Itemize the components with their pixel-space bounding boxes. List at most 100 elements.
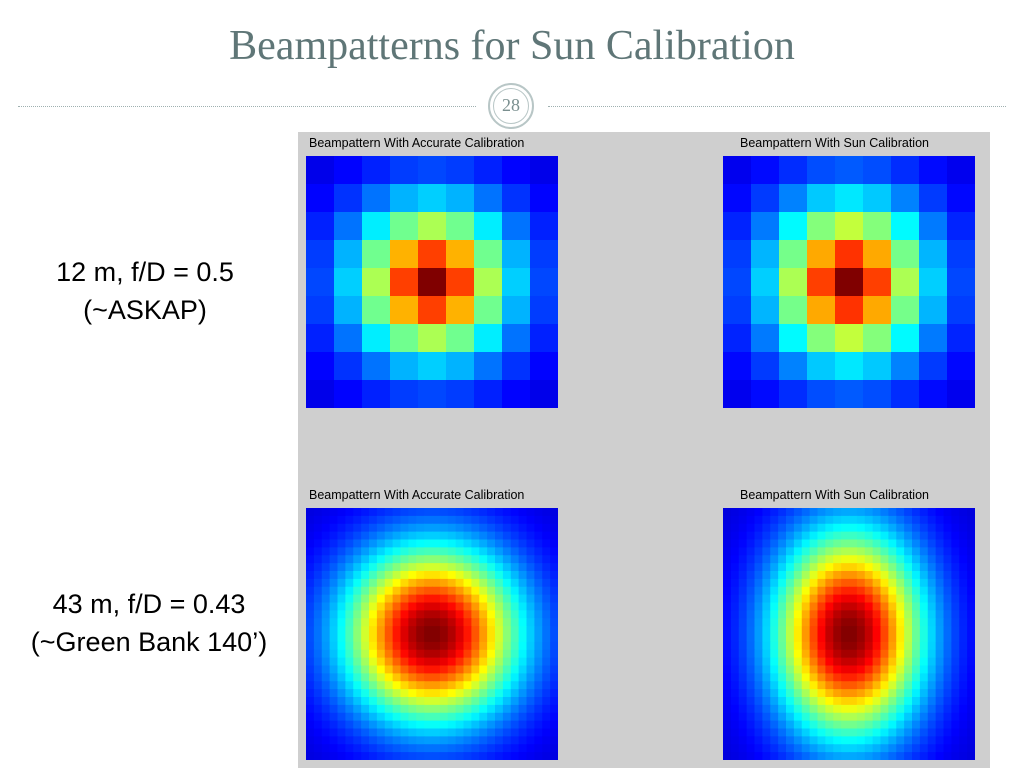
heatmap-cell	[474, 296, 503, 325]
heatmap-cell	[779, 240, 808, 269]
heatmap-cell	[424, 594, 433, 604]
heatmap-cell	[825, 618, 834, 627]
heatmap-cell	[534, 752, 543, 760]
heatmap-cell	[361, 744, 370, 753]
heatmap-cell	[833, 571, 842, 580]
heatmap-cell	[495, 578, 504, 588]
heatmap-cell	[935, 665, 945, 674]
heatmap-cell	[495, 634, 504, 643]
heatmap-cell	[526, 649, 535, 659]
heatmap-cell	[730, 657, 740, 667]
heatmap-cell	[807, 240, 836, 269]
heatmap-cell	[770, 752, 779, 760]
heatmap-cell	[455, 665, 465, 674]
heatmap-cell	[935, 594, 945, 604]
heatmap-cell	[723, 594, 732, 604]
heatmap-cell	[856, 689, 866, 698]
heatmap-cell	[321, 744, 331, 753]
heatmap-cell	[474, 156, 503, 185]
heatmap-cell	[762, 649, 771, 659]
heatmap-cell	[778, 602, 787, 611]
heatmap-cell	[353, 704, 362, 714]
heatmap-cell	[487, 626, 496, 635]
heatmap-cell	[723, 665, 732, 674]
heatmap-cell	[353, 736, 362, 745]
heatmap-cell	[762, 602, 771, 611]
heatmap-cell	[479, 602, 488, 611]
heatmap-cell	[392, 531, 402, 541]
heatmap-cell	[746, 720, 756, 730]
heatmap-cell	[880, 697, 889, 706]
heatmap-cell	[723, 324, 752, 353]
heatmap-cell	[439, 736, 449, 745]
heatmap-cell	[833, 578, 842, 588]
heatmap-cell	[888, 752, 897, 760]
heatmap-cell	[471, 697, 480, 706]
heatmap-cell	[550, 547, 558, 556]
heatmap-cell	[424, 523, 433, 533]
heatmap-cell	[746, 523, 756, 533]
heatmap-cell	[927, 571, 937, 580]
heatmap-cell	[746, 539, 756, 548]
heatmap-cell	[864, 712, 874, 722]
heatmap-cell	[927, 689, 937, 698]
heatmap-cell	[542, 728, 551, 737]
heatmap-cell	[770, 508, 779, 517]
heatmap-cell	[329, 649, 339, 659]
heatmap-cell	[833, 515, 842, 525]
heatmap-cell	[384, 523, 394, 533]
heatmap-cell	[502, 296, 531, 325]
heatmap-cell	[959, 531, 968, 541]
heatmap-cell	[770, 626, 779, 635]
heatmap-cell	[306, 626, 315, 635]
heatmap-cell	[863, 156, 892, 185]
heatmap-cell	[786, 720, 795, 730]
heatmap-cell	[526, 626, 535, 635]
heatmap-cell	[455, 697, 465, 706]
heatmap-cell	[353, 539, 362, 548]
heatmap-cell	[919, 641, 929, 651]
heatmap-cell	[801, 626, 811, 635]
heatmap-cell	[337, 689, 346, 698]
heatmap-cell	[738, 657, 748, 667]
heatmap-cell	[947, 268, 975, 297]
heatmap-cell	[384, 578, 394, 588]
heatmap-cell	[746, 555, 756, 564]
heatmap-cell	[919, 752, 929, 760]
heatmap-cell	[337, 681, 346, 690]
heatmap-cell	[376, 555, 386, 564]
heatmap-cell	[738, 649, 748, 659]
heatmap-cell	[542, 720, 551, 730]
heatmap-cell	[474, 324, 503, 353]
heatmap-cell	[306, 712, 315, 722]
heatmap-cell	[738, 610, 748, 619]
heatmap-cell	[723, 268, 752, 297]
heatmap-cell	[880, 665, 889, 674]
heatmap-cell	[518, 563, 528, 572]
heatmap-cell	[447, 665, 457, 674]
heatmap-cell	[833, 618, 842, 627]
heatmap-cell	[424, 586, 433, 596]
heatmap-cell	[329, 610, 339, 619]
heatmap-cell	[432, 539, 441, 548]
heatmap-cell	[542, 752, 551, 760]
heatmap-cell	[779, 156, 808, 185]
heatmap-cell	[424, 657, 433, 667]
heatmap-cell	[919, 697, 929, 706]
heatmap-cell	[927, 744, 937, 753]
heatmap-cell	[550, 531, 558, 541]
heatmap-cell	[526, 578, 535, 588]
heatmap-cell	[334, 240, 363, 269]
heatmap-cell	[502, 240, 531, 269]
heatmap-cell	[967, 689, 975, 698]
heatmap-cell	[337, 697, 346, 706]
heatmap-cell	[959, 594, 968, 604]
heatmap-cell	[723, 555, 732, 564]
heatmap-cell	[369, 712, 378, 722]
heatmap-cell	[723, 508, 732, 517]
heatmap-cell	[542, 736, 551, 745]
heatmap-cell	[400, 752, 409, 760]
heatmap-cell	[418, 212, 447, 241]
heatmap-cell	[943, 673, 952, 682]
heatmap-cell	[754, 673, 763, 682]
